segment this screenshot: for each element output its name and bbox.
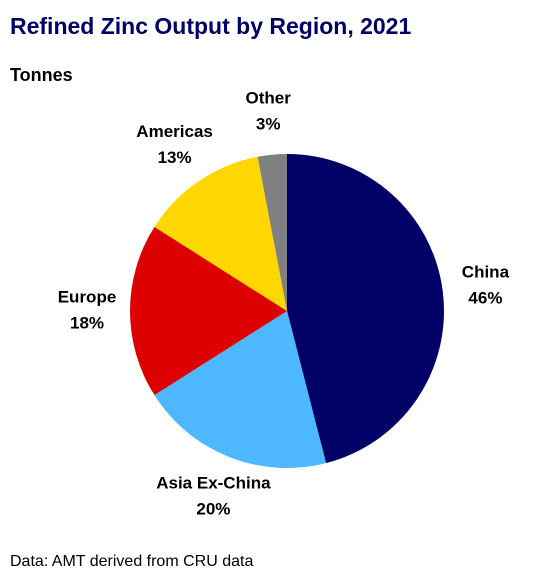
source-note: Data: AMT derived from CRU data <box>10 553 253 570</box>
slice-value-label: 46% <box>468 288 502 307</box>
pie-slice <box>257 154 287 311</box>
chart-title: Refined Zinc Output by Region, 2021 <box>10 13 411 39</box>
pie-slice <box>287 154 445 464</box>
slice-value-label: 13% <box>158 148 192 167</box>
slice-label: Europe <box>58 287 117 306</box>
slice-label: Americas <box>136 122 213 141</box>
slice-value-label: 20% <box>196 499 230 518</box>
chart-subtitle: Tonnes <box>10 65 73 85</box>
pie-slice <box>154 156 287 311</box>
slice-value-label: 3% <box>256 114 281 133</box>
slice-label: Asia Ex-China <box>156 473 271 492</box>
pie-slice <box>154 311 327 468</box>
pie-slice <box>130 226 287 396</box>
slice-label: Other <box>246 88 292 107</box>
slice-label: China <box>462 262 510 281</box>
slice-value-label: 18% <box>70 313 104 332</box>
